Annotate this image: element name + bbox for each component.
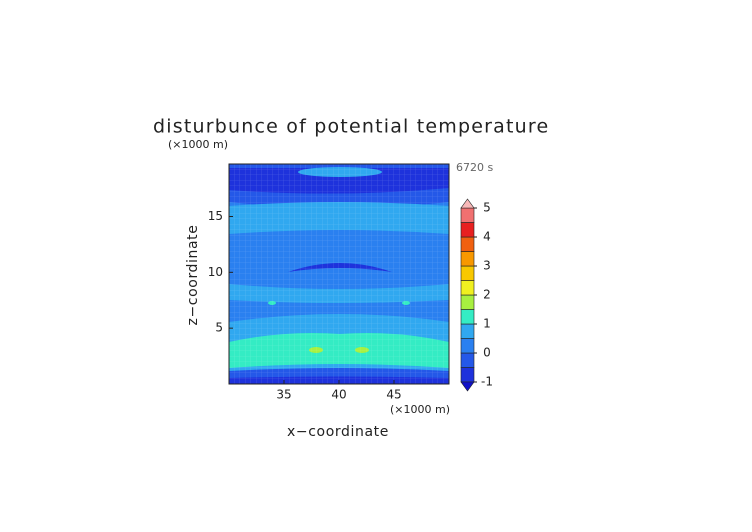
colorbar-band xyxy=(460,265,475,281)
colorbar-low-arrow xyxy=(460,381,475,392)
x-tick-label: 45 xyxy=(386,388,401,402)
colorbar-tick-label: -1 xyxy=(481,375,493,389)
colorbar-band xyxy=(460,236,475,252)
y-tick-label: 15 xyxy=(208,209,223,223)
colorbar-tick-label: 3 xyxy=(483,259,491,273)
colorbar-band xyxy=(460,251,475,267)
colorbar-band xyxy=(460,222,475,238)
chart-title: disturbunce of potential temperature xyxy=(153,116,549,138)
colorbar-band xyxy=(460,207,475,223)
colorbar-tick-label: 0 xyxy=(483,346,491,360)
y-tick-label: 10 xyxy=(208,265,223,279)
x-unit: (×1000 m) xyxy=(390,403,450,416)
colorbar-band xyxy=(460,309,475,325)
y-axis-label: z−coordinate xyxy=(185,225,201,326)
colorbar-band xyxy=(460,352,475,368)
colorbar-tick-label: 1 xyxy=(483,317,491,331)
colorbar-band xyxy=(460,338,475,354)
colorbar-tick-label: 2 xyxy=(483,288,491,302)
x-tick-label: 40 xyxy=(331,388,346,402)
colorbar-band xyxy=(460,323,475,339)
colorbar-tick-label: 4 xyxy=(483,230,491,244)
colorbar-band xyxy=(460,280,475,296)
y-unit: (×1000 m) xyxy=(168,138,228,151)
time-label: 6720 s xyxy=(456,161,493,174)
colorbar-tick-label: 5 xyxy=(483,201,491,215)
colorbar-band xyxy=(460,294,475,310)
x-axis-label: x−coordinate xyxy=(287,424,389,440)
x-tick-label: 35 xyxy=(276,388,291,402)
colorbar-high-arrow xyxy=(460,198,475,209)
y-tick-label: 5 xyxy=(215,321,223,335)
colorbar-band xyxy=(460,367,475,383)
model-grid xyxy=(229,164,449,384)
